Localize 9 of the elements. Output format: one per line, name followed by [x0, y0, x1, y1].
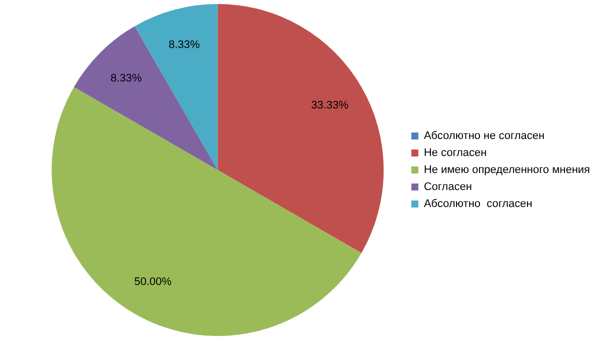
- legend-label: Абсолютно согласен: [424, 198, 532, 210]
- data-label: 33.33%: [311, 99, 349, 112]
- legend-label: Согласен: [424, 181, 472, 194]
- legend-label: Не имею определенного мнения: [424, 164, 590, 176]
- data-label: 50.00%: [134, 276, 172, 288]
- data-label: 8.33%: [110, 72, 142, 84]
- legend-label: Абсолютно не согласен: [424, 130, 545, 142]
- data-label: 8.33%: [168, 38, 200, 51]
- legend-label: Не согласен: [424, 147, 487, 160]
